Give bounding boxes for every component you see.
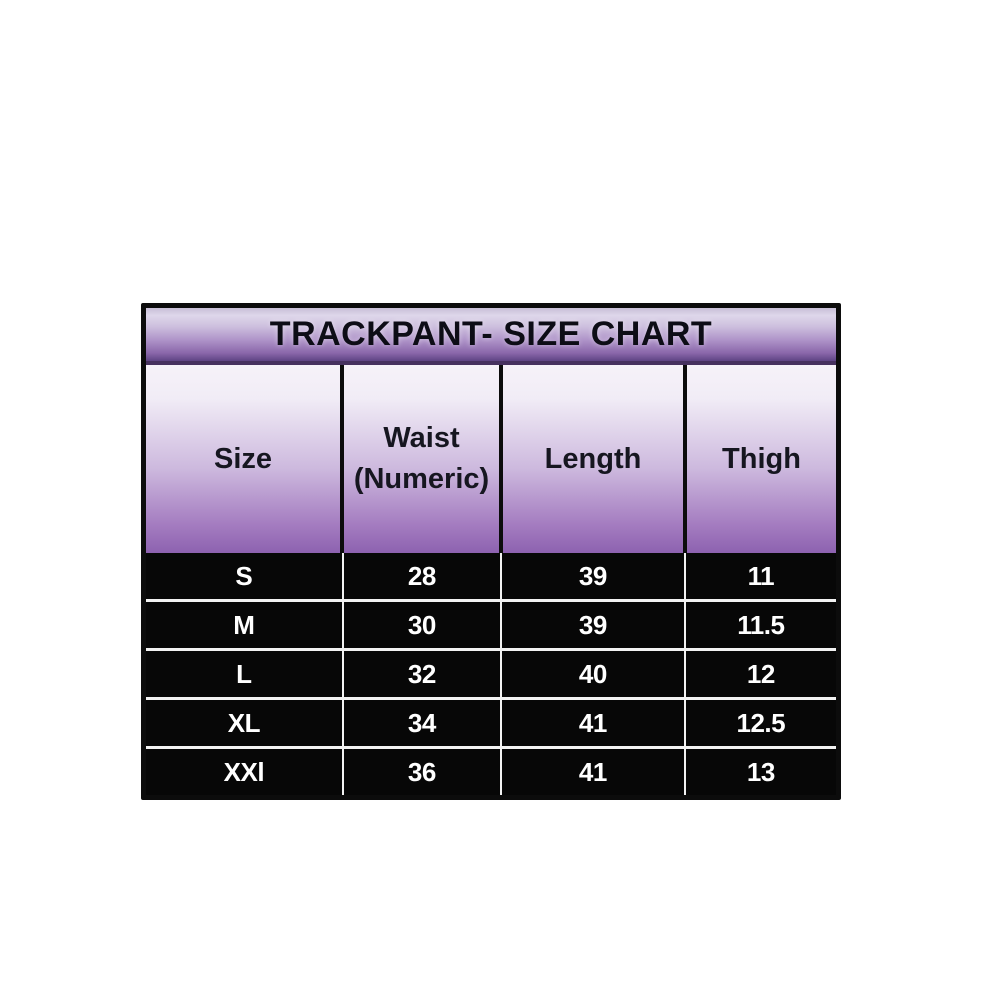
- cell-waist: 36: [343, 749, 501, 795]
- cell-waist: 28: [343, 553, 501, 599]
- cell-waist: 30: [343, 602, 501, 648]
- table-row-xxl: XXl 36 41 13: [146, 749, 836, 795]
- column-header-size: Size: [146, 365, 340, 553]
- cell-length: 41: [502, 700, 684, 746]
- cell-size: XXl: [146, 749, 342, 795]
- table-row-s: S 28 39 11: [146, 553, 836, 599]
- cell-waist: 32: [343, 651, 501, 697]
- cell-length: 40: [502, 651, 684, 697]
- table-header-row: Size Waist (Numeric) Length Thigh: [146, 365, 836, 553]
- column-header-thigh: Thigh: [687, 365, 836, 553]
- column-header-waist: Waist (Numeric): [344, 365, 499, 553]
- column-header-sublabel: (Numeric): [353, 463, 490, 495]
- size-chart-table: TRACKPANT- SIZE CHART Size Waist (Numeri…: [141, 303, 841, 800]
- cell-size: XL: [146, 700, 342, 746]
- cell-length: 41: [502, 749, 684, 795]
- cell-thigh: 12.5: [685, 700, 836, 746]
- cell-thigh: 11: [685, 553, 836, 599]
- cell-thigh: 13: [685, 749, 836, 795]
- table-row-m: M 30 39 11.5: [146, 602, 836, 648]
- table-title: TRACKPANT- SIZE CHART: [269, 315, 713, 353]
- cell-size: M: [146, 602, 342, 648]
- column-header-label: Size: [213, 442, 273, 475]
- cell-length: 39: [502, 553, 684, 599]
- column-header-label: Waist: [383, 422, 460, 455]
- table-row-xl: XL 34 41 12.5: [146, 700, 836, 746]
- cell-size: S: [146, 553, 342, 599]
- cell-thigh: 11.5: [685, 602, 836, 648]
- cell-length: 39: [502, 602, 684, 648]
- column-header-label: Length: [544, 442, 642, 475]
- column-header-length: Length: [503, 365, 683, 553]
- table-title-bar: TRACKPANT- SIZE CHART: [146, 308, 836, 365]
- table-body: S 28 39 11 M 30 39 11.5 L 32 40 12 XL 34…: [146, 553, 836, 795]
- table-row-l: L 32 40 12: [146, 651, 836, 697]
- cell-size: L: [146, 651, 342, 697]
- column-header-label: Thigh: [722, 442, 801, 475]
- cell-waist: 34: [343, 700, 501, 746]
- cell-thigh: 12: [685, 651, 836, 697]
